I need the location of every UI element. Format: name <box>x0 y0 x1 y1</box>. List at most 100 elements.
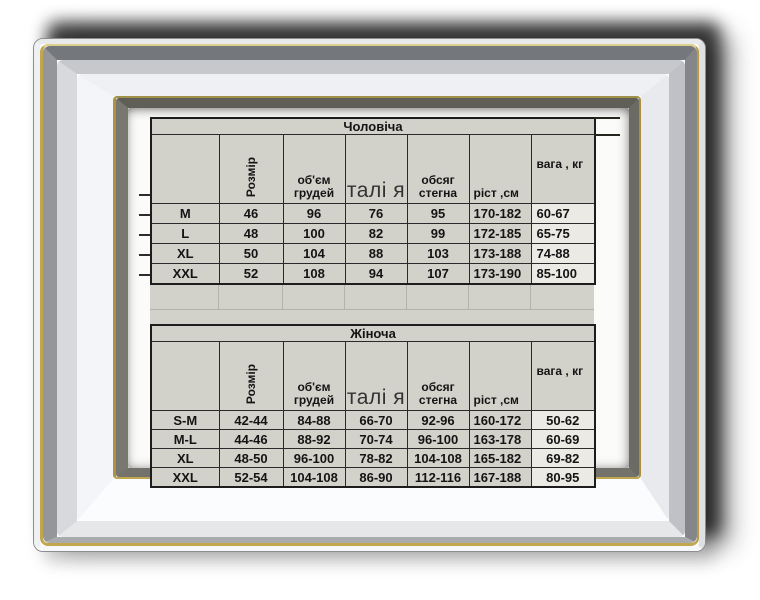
cell-weight: 60-69 <box>530 429 596 449</box>
cell-size: M <box>150 203 220 224</box>
header-corner-cell <box>150 341 220 411</box>
cell-weight: 80-95 <box>530 467 596 488</box>
frame-opening-matte: Чоловіча Розмір об'єм грудей талі я обсяг… <box>128 108 629 488</box>
cell-height: 160-172 <box>468 410 532 430</box>
size-row: XL 48-50 96-100 78-82 104-108 165-182 69-82 <box>150 448 596 468</box>
cell-waist: 66-70 <box>344 410 408 430</box>
cell-size: XXL <box>150 467 220 488</box>
cell-weight: 60-67 <box>530 203 596 224</box>
size-row: L 48 100 82 99 172-185 65-75 <box>150 223 596 244</box>
chest-line1: об'єм <box>297 380 331 394</box>
cell-height: 165-182 <box>468 448 532 468</box>
cell-size: M-L <box>150 429 220 449</box>
header-rozmir: Розмір <box>218 134 284 204</box>
cell-chest: 104 <box>282 243 346 264</box>
cell-hip: 92-96 <box>406 410 470 430</box>
cell-height: 173-188 <box>468 243 532 264</box>
hip-line2: стегна <box>418 393 458 407</box>
cell-height: 170-182 <box>468 203 532 224</box>
cell-size: L <box>150 223 220 244</box>
chest-line2: грудей <box>293 186 335 200</box>
header-chest: об'єм грудей <box>282 134 346 204</box>
cell-chest: 108 <box>282 263 346 285</box>
cell-weight: 50-62 <box>530 410 596 430</box>
gridline-extension <box>594 134 620 136</box>
header-weight: вага , кг <box>530 341 596 411</box>
header-rozmir: Розмір <box>218 341 284 411</box>
size-row: XXL 52-54 104-108 86-90 112-116 167-188 80-95 <box>150 467 596 488</box>
empty-rows-gap <box>150 285 594 324</box>
cell-rozmir: 52 <box>218 263 284 285</box>
frame-outer-silver-band: Чоловіча Розмір об'єм грудей талі я обсяг… <box>34 39 705 551</box>
cell-chest: 96-100 <box>282 448 346 468</box>
cell-height: 167-188 <box>468 467 532 488</box>
cell-rozmir: 46 <box>218 203 284 224</box>
cell-waist: 86-90 <box>344 467 408 488</box>
table-title-row: Жіноча <box>150 324 596 342</box>
gridline-stub <box>139 194 150 196</box>
cell-chest: 84-88 <box>282 410 346 430</box>
cell-waist: 76 <box>344 203 408 224</box>
cell-hip: 95 <box>406 203 470 224</box>
header-hip: обсяг стегна <box>406 341 470 411</box>
size-row: XXL 52 108 94 107 173-190 85-100 <box>150 263 596 285</box>
faint-gridline <box>406 285 407 309</box>
faint-gridline <box>218 285 219 309</box>
size-chart-sheet: Чоловіча Розмір об'єм грудей талі я обсяг… <box>139 117 620 488</box>
cell-rozmir: 42-44 <box>218 410 284 430</box>
header-chest: об'єм грудей <box>282 341 346 411</box>
hip-line1: обсяг <box>421 380 455 394</box>
gridline-stub <box>139 214 150 216</box>
cell-rozmir: 48 <box>218 223 284 244</box>
women-size-table: Жіноча Розмір об'єм грудей талі я обсяг ст… <box>150 324 597 488</box>
cell-hip: 112-116 <box>406 467 470 488</box>
size-row: M-L 44-46 88-92 70-74 96-100 163-178 60-69 <box>150 429 596 449</box>
cell-rozmir: 50 <box>218 243 284 264</box>
table-header-row: Розмір об'єм грудей талі я обсяг стегна рі… <box>150 341 596 411</box>
gridline-stub <box>139 274 150 276</box>
men-size-table: Чоловіча Розмір об'єм грудей талі я обсяг… <box>150 117 597 285</box>
size-row: S-M 42-44 84-88 66-70 92-96 160-172 50-62 <box>150 410 596 430</box>
faint-gridline <box>530 285 531 309</box>
header-height: ріст ,см <box>468 134 532 204</box>
cell-hip: 107 <box>406 263 470 285</box>
cell-weight: 85-100 <box>530 263 596 285</box>
cell-waist: 88 <box>344 243 408 264</box>
cell-chest: 100 <box>282 223 346 244</box>
cell-hip: 96-100 <box>406 429 470 449</box>
cell-chest: 96 <box>282 203 346 224</box>
cell-height: 173-190 <box>468 263 532 285</box>
cell-weight: 65-75 <box>530 223 596 244</box>
hip-line1: обсяг <box>421 173 455 187</box>
cell-rozmir: 44-46 <box>218 429 284 449</box>
chest-line1: об'єм <box>297 173 331 187</box>
cell-weight: 74-88 <box>530 243 596 264</box>
gridline-stub <box>139 254 150 256</box>
cell-waist: 78-82 <box>344 448 408 468</box>
picture-frame: Чоловіча Розмір об'єм грудей талі я обсяг… <box>33 38 706 552</box>
header-waist: талі я <box>344 134 408 204</box>
cell-size: XL <box>150 243 220 264</box>
header-weight: вага , кг <box>530 134 596 204</box>
cell-size: XXL <box>150 263 220 285</box>
cell-waist: 70-74 <box>344 429 408 449</box>
faint-gridline <box>468 285 469 309</box>
table-title-row: Чоловіча <box>150 117 596 135</box>
size-row: M 46 96 76 95 170-182 60-67 <box>150 203 596 224</box>
frame-gray-slope: Чоловіча Розмір об'єм грудей талі я обсяг… <box>43 46 697 543</box>
cell-size: S-M <box>150 410 220 430</box>
gridline-stub <box>139 234 150 236</box>
cell-height: 172-185 <box>468 223 532 244</box>
cell-waist: 94 <box>344 263 408 285</box>
header-height: ріст ,см <box>468 341 532 411</box>
cell-rozmir: 48-50 <box>218 448 284 468</box>
cell-height: 163-178 <box>468 429 532 449</box>
cell-weight: 69-82 <box>530 448 596 468</box>
table-title: Жіноча <box>150 324 596 342</box>
header-waist: талі я <box>344 341 408 411</box>
header-hip: обсяг стегна <box>406 134 470 204</box>
cell-chest: 104-108 <box>282 467 346 488</box>
cell-waist: 82 <box>344 223 408 244</box>
cell-chest: 88-92 <box>282 429 346 449</box>
